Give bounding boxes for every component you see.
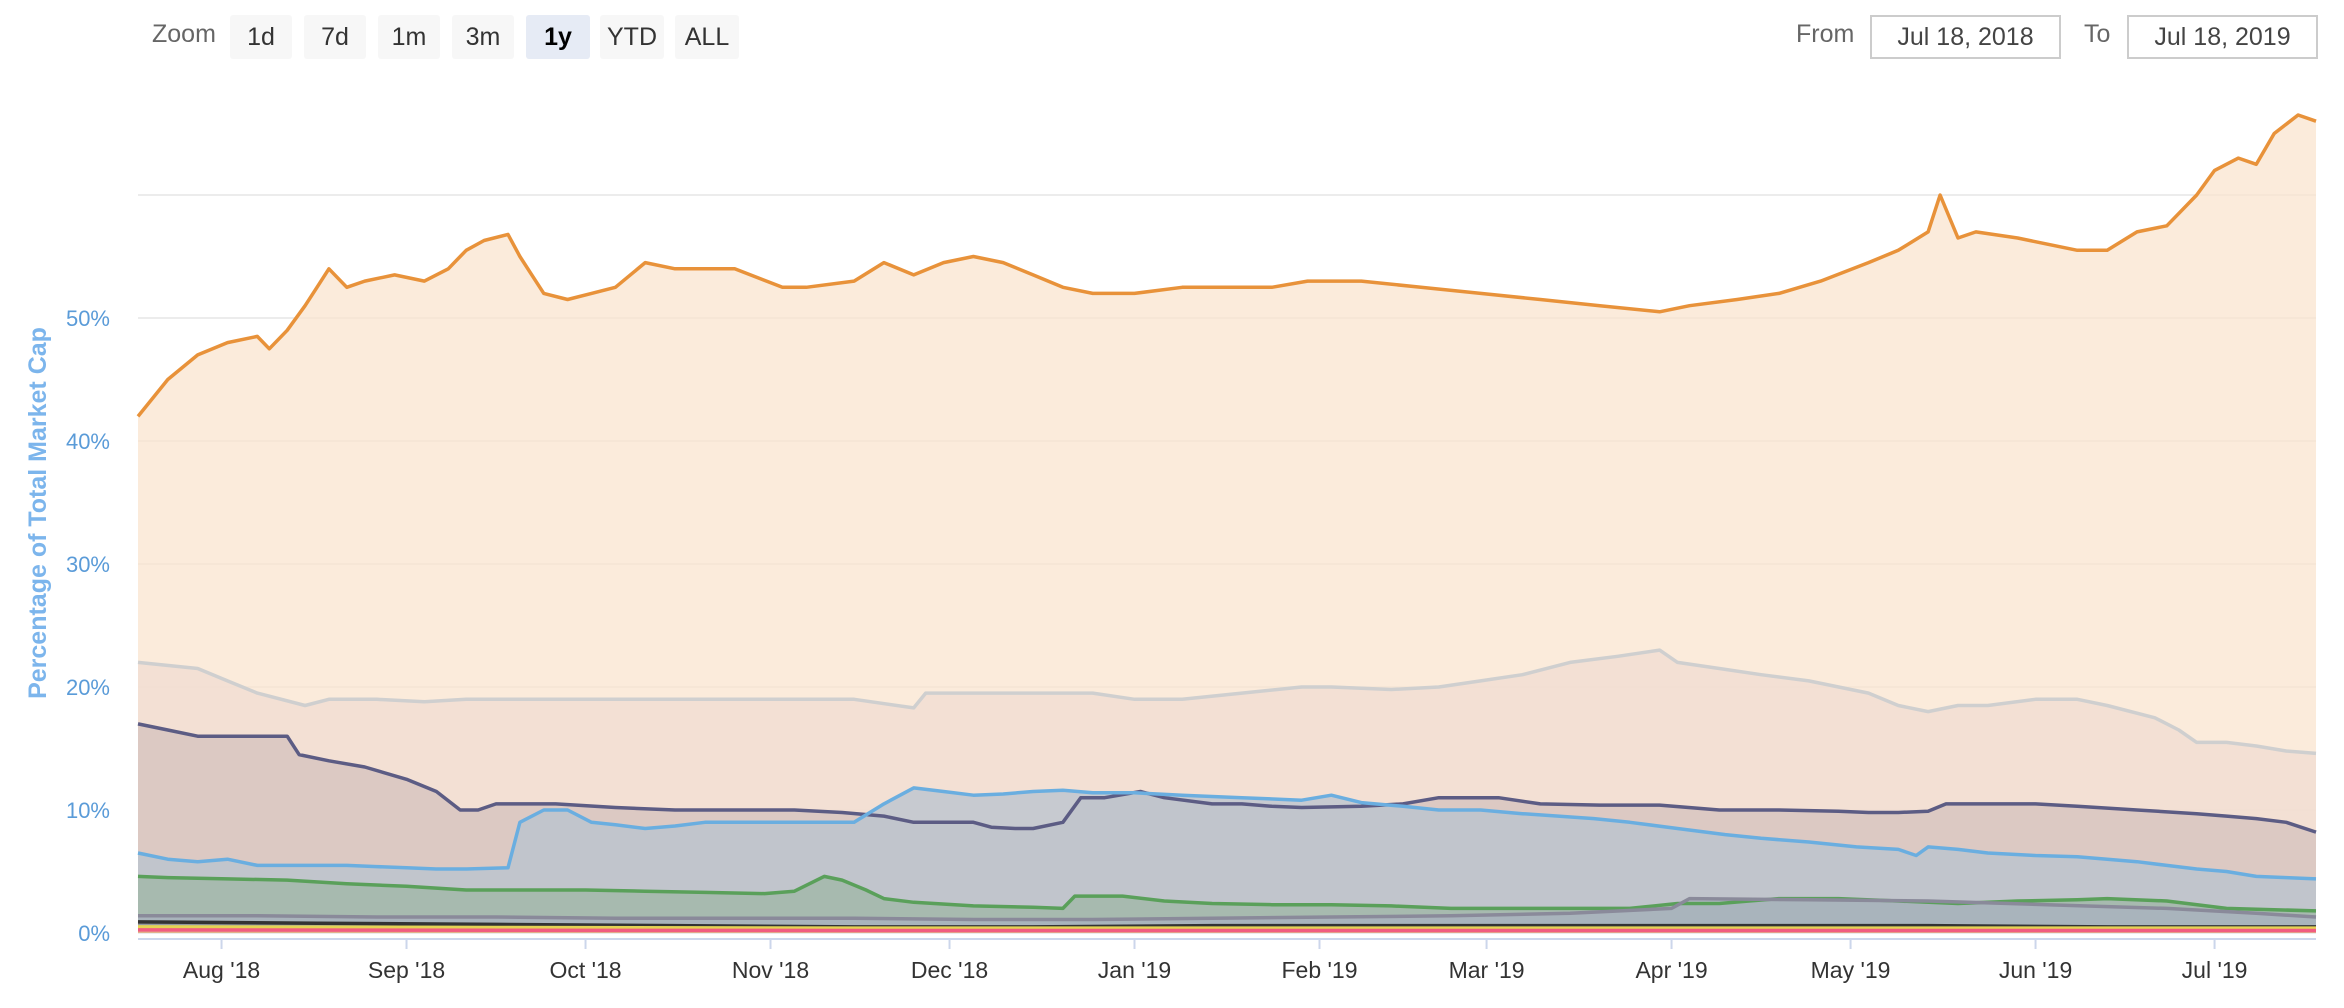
zoom-button-1y[interactable]: 1y [526,15,590,59]
range-selector-toolbar: Zoom 1d 7d 1m 3m 1y YTD ALL From Jul 18,… [0,0,2344,70]
y-tick-label: 30% [66,552,110,577]
zoom-button-3m[interactable]: 3m [452,15,514,59]
x-tick-label: Feb '19 [1281,957,1357,983]
zoom-button-7d[interactable]: 7d [304,15,366,59]
series-areas [138,115,2316,933]
to-label: To [2084,20,2111,48]
x-tick-label: Aug '18 [183,957,260,983]
x-tick-label: Jun '19 [1999,957,2072,983]
series-line-1[interactable] [136,113,2317,418]
zoom-button-1d[interactable]: 1d [230,15,292,59]
x-tick-label: Dec '18 [911,957,988,983]
x-tick-label: Jul '19 [2182,957,2248,983]
series-line-2[interactable] [137,648,2317,756]
x-tick-label: Oct '18 [549,957,621,983]
x-tick-label: May '19 [1811,957,1891,983]
from-label: From [1796,20,1855,48]
series-lines [136,113,2317,933]
y-tick-label: 0% [78,921,110,946]
x-tick-label: Sep '18 [368,957,445,983]
series-line-9[interactable] [137,928,2316,933]
y-tick-label: 10% [66,798,110,823]
x-axis: Aug '18 Sep '18 Oct '18 Nov '18 Dec '18 Jan '… [138,938,2316,983]
y-tick-label: 20% [66,675,110,700]
series-line-8[interactable] [137,925,2316,930]
zoom-label: Zoom [152,20,216,48]
to-date-input[interactable]: Jul 18, 2019 [2127,15,2318,59]
y-axis: 0% 10% 20% 30% 40% 50% [66,306,110,946]
zoom-button-1m[interactable]: 1m [378,15,440,59]
series-line-4[interactable] [137,786,2317,881]
from-date-input[interactable]: Jul 18, 2018 [1870,15,2061,59]
series-line-7[interactable] [137,920,2316,929]
zoom-button-ytd[interactable]: YTD [600,15,664,59]
y-tick-label: 40% [66,429,110,454]
series-line-3[interactable] [137,722,2317,834]
x-tick-label: Mar '19 [1449,957,1525,983]
y-tick-label: 50% [66,306,110,331]
y-axis-title: Percentage of Total Market Cap [24,327,52,699]
x-tick-label: Nov '18 [732,957,809,983]
zoom-button-all[interactable]: ALL [675,15,739,59]
x-tick-label: Jan '19 [1098,957,1171,983]
series-line-6[interactable] [138,896,2317,922]
x-tick-label: Apr '19 [1635,957,1707,983]
